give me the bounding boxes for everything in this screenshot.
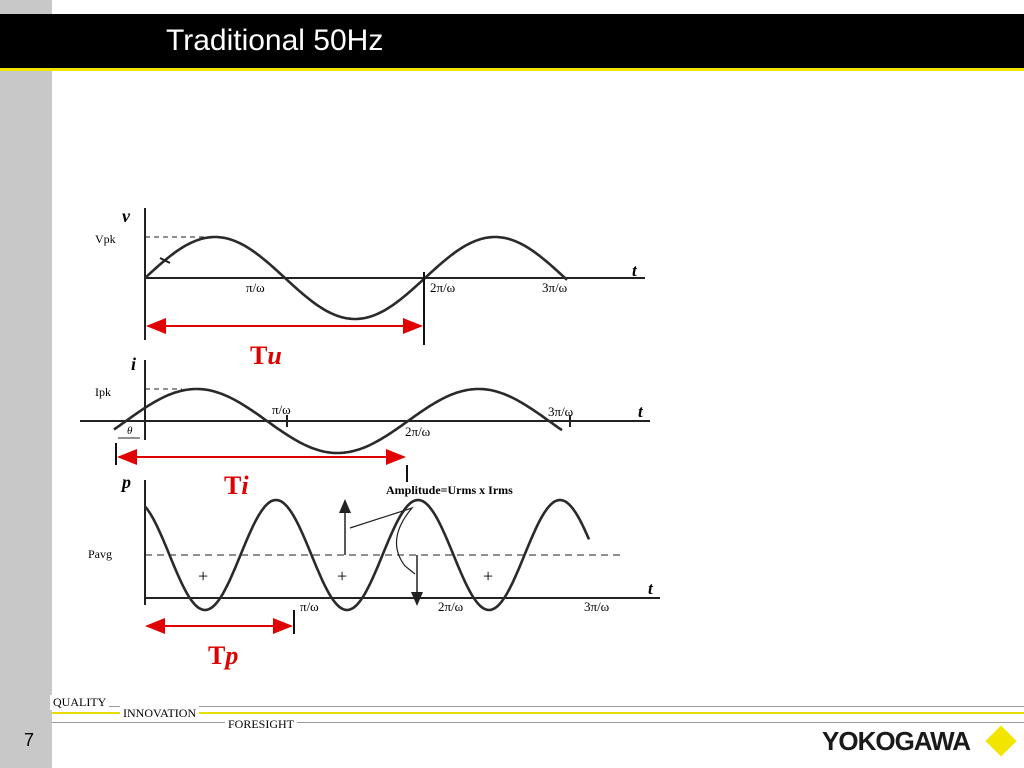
- footer-rule-1: [52, 706, 1024, 707]
- footer-word-quality: QUALITY: [50, 695, 110, 710]
- voltage-panel: v Vpk t π/ω 2π/ω 3π/ω Tu: [95, 206, 645, 370]
- power-curve: [143, 498, 591, 612]
- voltage-axis-label: v: [122, 206, 131, 226]
- power-amplitude-pointer: [349, 506, 416, 575]
- power-average-label: Pavg: [88, 547, 112, 561]
- footer-word-innovation: INNOVATION: [120, 706, 200, 721]
- power-t-label: t: [648, 579, 654, 598]
- current-axis-label: i: [131, 354, 136, 374]
- slide-title: Traditional 50Hz: [166, 24, 384, 57]
- current-panel: i Ipk t θ π/ω 2π/ω 3π/ω Ti: [80, 354, 650, 500]
- page-number: 7: [24, 730, 35, 750]
- yokogawa-logo: YOKOGAWA: [822, 726, 971, 756]
- voltage-tick-pi: π/ω: [246, 280, 265, 295]
- left-sidebar-strip: [0, 0, 52, 768]
- current-peak-label: Ipk: [95, 385, 111, 399]
- current-tick-2pi: 2π/ω: [405, 424, 431, 439]
- power-amplitude-label: Amplitude=Urms x Irms: [386, 483, 513, 497]
- current-t-label: t: [638, 402, 644, 421]
- power-tick-pi: π/ω: [300, 599, 319, 614]
- voltage-angle-mark: [159, 257, 171, 264]
- power-amplitude-arrowhead-up: [339, 499, 351, 513]
- footer-rule-3: [52, 722, 1024, 723]
- power-plus-sign-3: +: [483, 566, 493, 586]
- current-theta-label: θ: [127, 425, 133, 437]
- voltage-tick-2pi: 2π/ω: [430, 280, 456, 295]
- power-axis-label: p: [120, 472, 131, 492]
- power-panel: p Pavg Amplitude=Urms x Irms t + + + π/ω…: [88, 472, 660, 670]
- voltage-period-label: Tu: [250, 341, 282, 370]
- title-bar: [0, 14, 1024, 71]
- current-tick-pi: π/ω: [272, 402, 291, 417]
- voltage-peak-label: Vpk: [95, 232, 116, 246]
- power-period-label: Tp: [208, 641, 238, 670]
- footer-rule-2: [52, 712, 1024, 714]
- power-tick-2pi: 2π/ω: [438, 599, 464, 614]
- power-amplitude-arrowhead-down: [411, 592, 423, 606]
- voltage-t-label: t: [632, 261, 638, 280]
- power-tick-3pi: 3π/ω: [584, 599, 610, 614]
- current-tick-3pi: 3π/ω: [548, 404, 574, 419]
- power-plus-sign-2: +: [337, 566, 347, 586]
- power-plus-sign-1: +: [198, 566, 208, 586]
- voltage-tick-3pi: 3π/ω: [542, 280, 568, 295]
- footer-word-foresight: FORESIGHT: [225, 717, 298, 732]
- current-period-label: Ti: [224, 471, 249, 500]
